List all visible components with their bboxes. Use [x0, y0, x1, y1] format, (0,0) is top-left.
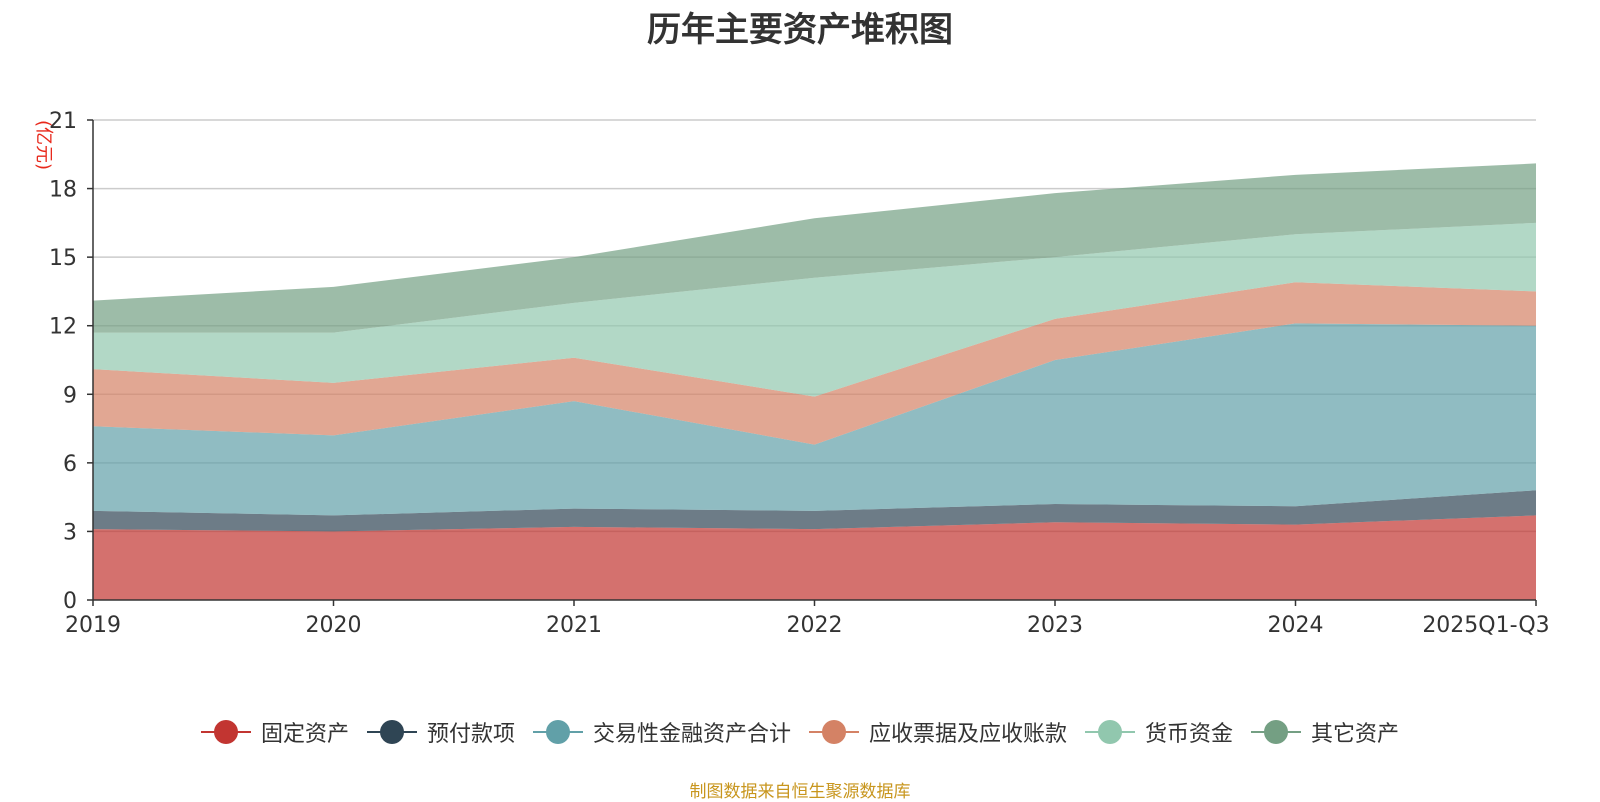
- data-source-note: 制图数据来自恒生聚源数据库: [689, 782, 911, 802]
- legend-item[interactable]: 交易性金融资产合计: [532, 716, 791, 748]
- area-series-3: [93, 282, 1536, 445]
- legend-marker-icon: [532, 720, 583, 744]
- x-tick-label: 2020: [306, 613, 362, 638]
- y-tick-label: 9: [63, 383, 77, 408]
- y-tick-label: 3: [63, 520, 77, 545]
- legend-marker-icon: [1251, 720, 1302, 744]
- x-tick-label: 2023: [1027, 613, 1083, 638]
- legend-label: 货币资金: [1145, 722, 1234, 747]
- y-tick-label: 15: [49, 246, 77, 271]
- x-tick-label: 2025Q1-Q3: [1422, 613, 1549, 638]
- legend-marker-icon: [366, 720, 417, 744]
- area-series-0: [93, 515, 1536, 600]
- y-tick-label: 21: [49, 109, 77, 134]
- legend-label: 预付款项: [426, 722, 515, 747]
- y-axis-unit-label: (亿元): [33, 120, 54, 170]
- legend-marker-icon: [200, 720, 251, 744]
- legend: 固定资产 预付款项 交易性金融资产合计 应收票据及应收账款 货币资金 其它资产: [0, 716, 1600, 748]
- legend-marker-icon: [1085, 720, 1136, 744]
- legend-label: 交易性金融资产合计: [592, 722, 791, 747]
- legend-item[interactable]: 固定资产: [200, 716, 349, 748]
- chart-title: 历年主要资产堆积图: [647, 10, 953, 50]
- legend-marker-icon: [809, 720, 859, 744]
- legend-label: 其它资产: [1311, 722, 1400, 747]
- legend-label: 固定资产: [260, 722, 349, 747]
- legend-item[interactable]: 其它资产: [1251, 716, 1399, 748]
- x-tick-label: 2021: [546, 613, 602, 638]
- legend-item[interactable]: 应收票据及应收账款: [809, 716, 1067, 748]
- area-series-4: [93, 222, 1536, 397]
- x-tick-label: 2022: [787, 613, 843, 638]
- y-tick-label: 0: [63, 589, 77, 614]
- y-tick-label: 18: [49, 178, 77, 203]
- area-series-2: [93, 323, 1536, 516]
- legend-item[interactable]: 货币资金: [1085, 716, 1233, 748]
- x-tick-label: 2019: [65, 613, 121, 638]
- x-tick-label: 2024: [1268, 613, 1324, 638]
- area-series-5: [93, 163, 1536, 333]
- legend-label: 应收票据及应收账款: [869, 722, 1068, 747]
- y-tick-label: 6: [63, 452, 77, 477]
- y-tick-label: 12: [49, 315, 77, 340]
- legend-item[interactable]: 预付款项: [366, 716, 515, 748]
